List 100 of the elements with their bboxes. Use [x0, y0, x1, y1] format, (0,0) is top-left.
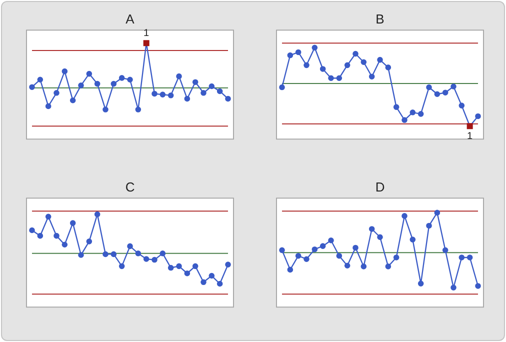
point — [216, 280, 223, 287]
point — [168, 264, 174, 271]
point — [360, 59, 367, 66]
point — [295, 49, 302, 56]
point — [45, 103, 52, 110]
point — [110, 251, 117, 258]
point — [352, 244, 358, 251]
point — [135, 106, 142, 112]
chart-title: D — [375, 179, 385, 194]
point — [418, 111, 424, 117]
point — [176, 263, 182, 270]
point — [402, 117, 408, 123]
point — [200, 90, 206, 96]
point — [385, 264, 392, 270]
point — [295, 252, 302, 259]
annotation: 1 — [467, 130, 474, 142]
point — [304, 62, 310, 68]
point — [410, 236, 416, 242]
point — [458, 254, 465, 260]
point — [62, 68, 68, 74]
point — [393, 254, 400, 260]
point — [466, 254, 473, 260]
point — [78, 252, 84, 258]
point — [466, 123, 473, 130]
point — [225, 262, 231, 268]
point — [70, 97, 76, 104]
point — [344, 62, 350, 68]
point — [37, 76, 44, 83]
point — [78, 82, 84, 88]
point — [434, 210, 440, 216]
point — [160, 250, 166, 256]
point — [377, 56, 383, 63]
point — [312, 246, 318, 252]
point — [336, 75, 342, 82]
point — [287, 266, 294, 273]
point — [54, 90, 60, 96]
point — [127, 76, 133, 83]
point — [450, 84, 456, 90]
point — [152, 256, 158, 263]
point — [418, 280, 424, 286]
point — [37, 232, 44, 239]
point — [434, 91, 440, 98]
point — [475, 113, 481, 120]
point — [475, 283, 481, 289]
point — [320, 243, 326, 249]
point — [225, 96, 231, 102]
chart-title: C — [125, 179, 135, 194]
point — [127, 243, 133, 250]
point — [184, 270, 190, 276]
point — [216, 88, 223, 94]
point — [368, 74, 375, 80]
point — [184, 96, 190, 102]
point — [287, 52, 294, 58]
point — [143, 40, 150, 46]
point — [312, 44, 318, 51]
point — [336, 252, 342, 259]
point — [328, 237, 334, 244]
point — [160, 92, 166, 98]
point — [426, 222, 432, 229]
point — [208, 272, 215, 279]
point — [385, 64, 392, 70]
point — [110, 80, 117, 87]
point — [328, 75, 334, 82]
point — [29, 227, 35, 234]
point — [176, 73, 182, 80]
point — [279, 247, 285, 254]
point — [442, 90, 448, 96]
point — [458, 102, 465, 108]
point — [102, 106, 108, 112]
point — [86, 238, 92, 244]
point — [102, 251, 108, 258]
point — [368, 226, 375, 232]
point — [70, 220, 76, 226]
point — [450, 284, 456, 291]
point — [208, 83, 215, 90]
point — [377, 234, 383, 240]
point — [360, 264, 367, 270]
point — [152, 90, 158, 97]
point — [426, 84, 432, 90]
point — [143, 256, 150, 262]
point — [402, 213, 408, 219]
point — [86, 70, 92, 77]
point — [200, 279, 206, 286]
point — [62, 242, 68, 248]
point — [29, 84, 35, 90]
point — [94, 211, 100, 218]
point — [192, 79, 198, 86]
point — [118, 75, 125, 81]
point — [279, 84, 285, 90]
annotation: 1 — [144, 28, 150, 39]
point — [94, 80, 100, 87]
point — [192, 263, 198, 270]
point — [393, 104, 400, 110]
point — [168, 92, 174, 98]
point — [442, 247, 448, 254]
point — [54, 232, 60, 239]
point — [410, 110, 416, 116]
point — [352, 50, 358, 57]
point — [45, 214, 52, 220]
point — [118, 263, 125, 270]
